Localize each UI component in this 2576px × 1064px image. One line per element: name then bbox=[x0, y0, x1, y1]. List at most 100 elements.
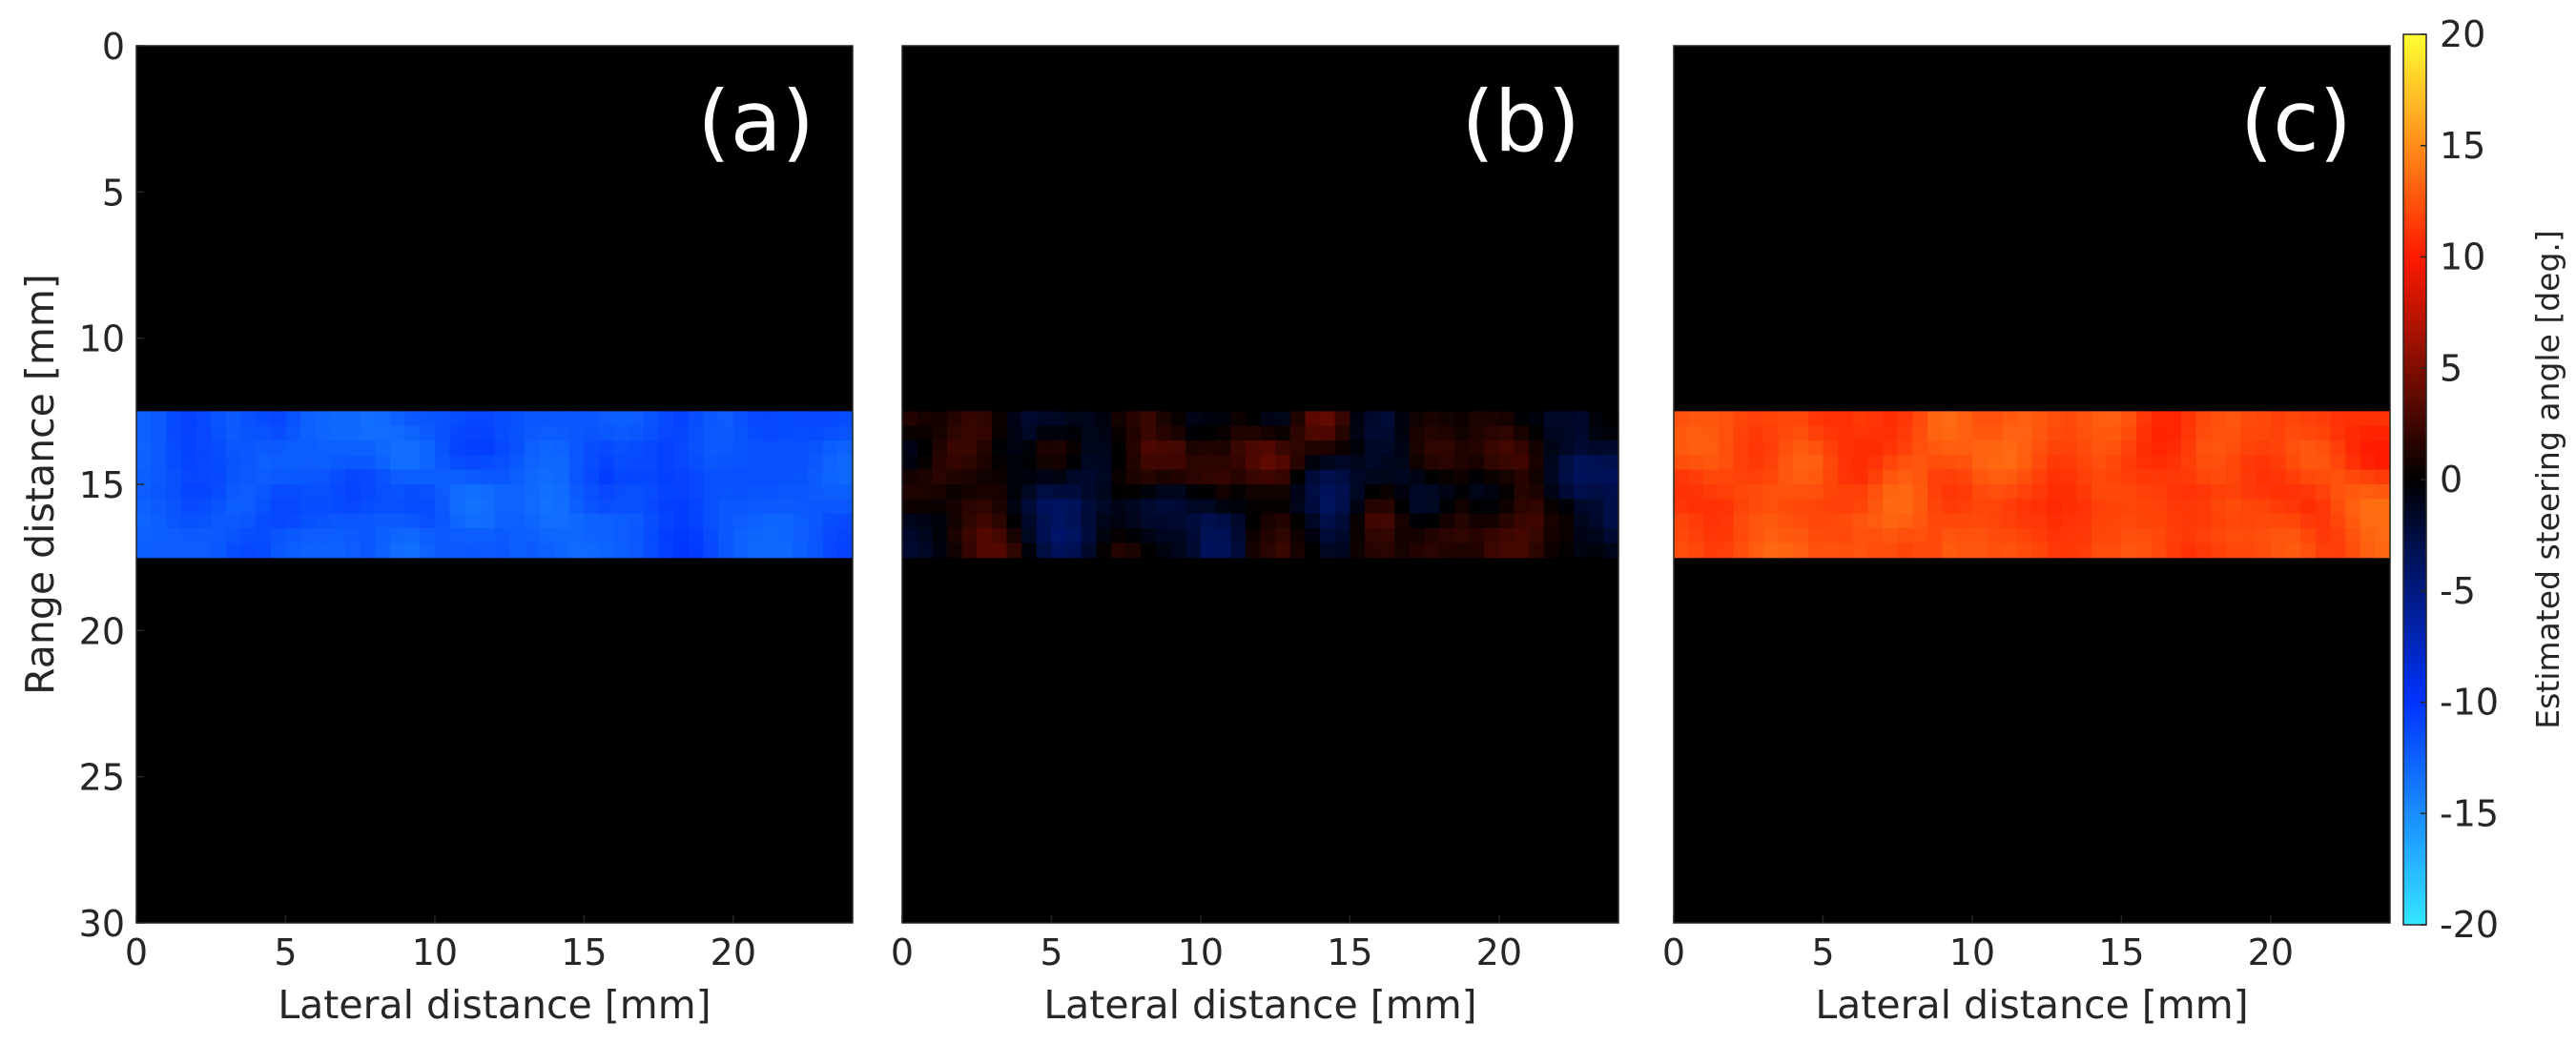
band-cell bbox=[151, 528, 167, 543]
band-cell bbox=[1603, 455, 1619, 471]
band-cell bbox=[1066, 484, 1082, 500]
band-cell bbox=[1942, 513, 1958, 529]
band-cell bbox=[1674, 411, 1690, 427]
band-cell bbox=[2121, 440, 2137, 456]
band-cell bbox=[554, 542, 570, 559]
band-cell bbox=[1987, 513, 2003, 529]
band-cell bbox=[991, 440, 1008, 456]
band-cell bbox=[703, 528, 719, 543]
band-cell bbox=[2076, 440, 2092, 456]
band-cell bbox=[1096, 411, 1112, 427]
band-cell bbox=[2151, 425, 2167, 441]
band-cell bbox=[2375, 528, 2391, 543]
band-cell bbox=[1275, 499, 1291, 515]
band-cell bbox=[1185, 484, 1202, 500]
band-cell bbox=[1514, 411, 1530, 427]
band-cell bbox=[1778, 455, 1794, 471]
band-cell bbox=[584, 484, 600, 500]
band-cell bbox=[1350, 513, 1366, 529]
band-cell bbox=[1603, 542, 1619, 559]
band-cell bbox=[1838, 513, 1854, 529]
band-cell bbox=[2076, 513, 2092, 529]
band-cell bbox=[180, 425, 197, 441]
band-cell bbox=[808, 425, 824, 441]
band-cell bbox=[1021, 411, 1038, 427]
band-cell bbox=[793, 440, 809, 456]
band-cell bbox=[643, 425, 660, 441]
band-cell bbox=[1823, 455, 1839, 471]
band-cell bbox=[688, 528, 705, 543]
band-cell bbox=[2270, 513, 2287, 529]
band-cell bbox=[2047, 484, 2063, 500]
band-cell bbox=[270, 484, 287, 500]
band-cell bbox=[2092, 484, 2108, 500]
band-cell bbox=[1762, 455, 1780, 471]
band-cell bbox=[256, 499, 272, 515]
band-cell bbox=[763, 469, 779, 485]
band-cell bbox=[1971, 425, 1989, 441]
band-cell bbox=[629, 484, 645, 500]
y-tick-label: 15 bbox=[79, 464, 125, 506]
band-cell bbox=[718, 542, 734, 559]
band-cell bbox=[1733, 542, 1749, 559]
band-cell bbox=[240, 455, 257, 471]
band-cell bbox=[2121, 455, 2137, 471]
band-cell bbox=[1305, 425, 1321, 441]
band-cell bbox=[180, 455, 197, 471]
band-cell bbox=[2360, 469, 2376, 485]
band-cell bbox=[2225, 469, 2242, 485]
band-cell bbox=[389, 411, 406, 427]
band-cell bbox=[151, 411, 167, 427]
band-cell bbox=[1320, 455, 1336, 471]
band-cell bbox=[1543, 513, 1560, 529]
band-cell bbox=[2211, 484, 2227, 500]
y-tick-label: 25 bbox=[79, 757, 125, 799]
band-cell bbox=[977, 411, 993, 427]
band-cell bbox=[151, 499, 167, 515]
band-cell bbox=[479, 499, 496, 515]
band-cell bbox=[211, 411, 227, 427]
band-cell bbox=[1688, 455, 1704, 471]
band-cell bbox=[1379, 455, 1395, 471]
band-cell bbox=[822, 513, 838, 529]
band-cell bbox=[1439, 455, 1455, 471]
band-cell bbox=[1021, 484, 1038, 500]
band-cell bbox=[2360, 484, 2376, 500]
band-cell bbox=[1081, 484, 1097, 500]
band-cell bbox=[375, 528, 391, 543]
band-cell bbox=[554, 455, 570, 471]
band-cell bbox=[1674, 513, 1690, 529]
band-cell bbox=[1793, 411, 1809, 427]
band-cell bbox=[1230, 411, 1247, 427]
band-cell bbox=[917, 528, 933, 543]
band-cell bbox=[345, 469, 361, 485]
band-cell bbox=[1453, 513, 1471, 529]
band-cell bbox=[1424, 484, 1440, 500]
band-cell bbox=[568, 542, 585, 559]
band-cell bbox=[1170, 528, 1186, 543]
band-cell bbox=[240, 528, 257, 543]
band-cell bbox=[732, 469, 750, 485]
band-cell bbox=[961, 484, 978, 500]
band-cell bbox=[1733, 499, 1749, 515]
band-cell bbox=[2270, 469, 2287, 485]
band-cell bbox=[1215, 528, 1231, 543]
band-cell bbox=[902, 528, 918, 543]
band-cell bbox=[1543, 425, 1560, 441]
band-cell bbox=[568, 513, 585, 529]
band-cell bbox=[2002, 469, 2018, 485]
band-cell bbox=[2256, 411, 2272, 427]
band-cell bbox=[643, 455, 660, 471]
band-cell bbox=[2360, 542, 2376, 559]
band-cell bbox=[554, 484, 570, 500]
band-cell bbox=[151, 455, 167, 471]
band-cell bbox=[1141, 542, 1157, 559]
band-cell bbox=[1703, 513, 1720, 529]
band-cell bbox=[808, 411, 824, 427]
band-cell bbox=[1558, 469, 1575, 485]
band-cell bbox=[2225, 425, 2242, 441]
band-cell bbox=[2195, 542, 2212, 559]
band-cell bbox=[1230, 542, 1247, 559]
band-cell bbox=[1718, 513, 1735, 529]
band-cell bbox=[1036, 484, 1053, 500]
